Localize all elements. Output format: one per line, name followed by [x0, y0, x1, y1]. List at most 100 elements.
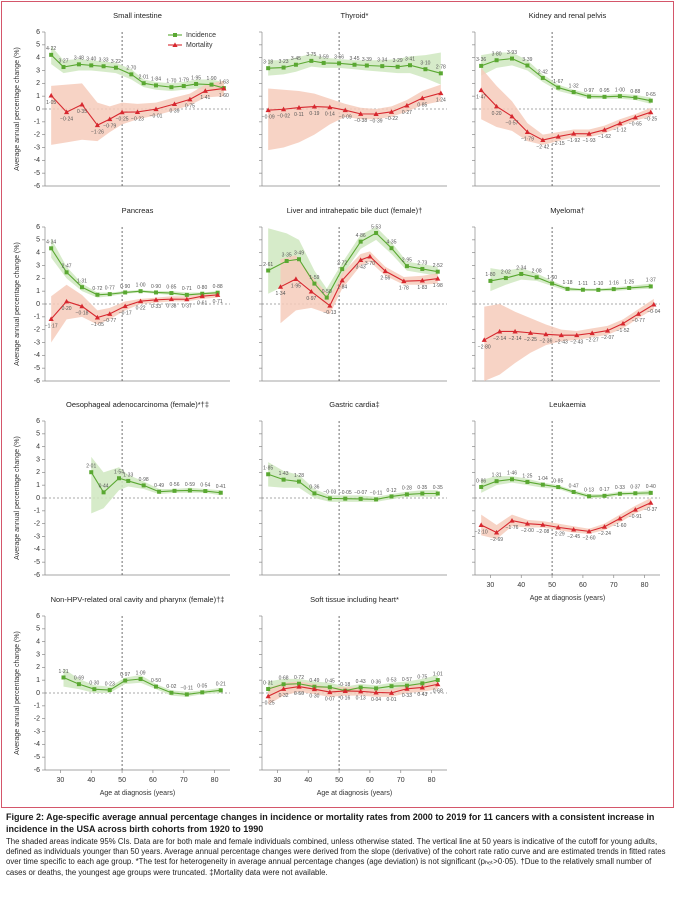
value-label: −1·62: [598, 134, 611, 140]
y-tick-label: -4: [34, 157, 40, 164]
marker: [266, 268, 271, 273]
series-line: [267, 473, 438, 500]
marker: [367, 253, 373, 259]
value-label: 0·85: [553, 478, 563, 484]
ci-band: [51, 238, 218, 298]
y-tick-label: -1: [34, 703, 40, 710]
marker: [580, 287, 585, 292]
marker: [525, 63, 530, 68]
marker: [95, 292, 100, 297]
marker: [172, 42, 178, 47]
value-label: 0·45: [325, 679, 335, 685]
caption: Figure 2: Age-specific average annual pe…: [6, 812, 668, 878]
value-label: −2·15: [552, 141, 565, 147]
y-tick-label: 4: [36, 639, 40, 646]
panel-title: Thyroid*: [341, 11, 369, 20]
value-label: 0·97: [120, 672, 130, 678]
value-label: −2·80: [478, 344, 491, 350]
marker: [209, 82, 214, 87]
y-tick-label: 0: [36, 690, 40, 697]
value-label: −2·27: [586, 337, 599, 343]
marker: [565, 286, 570, 291]
marker: [632, 114, 638, 120]
marker: [555, 524, 561, 530]
value-label: −0·07: [354, 490, 367, 496]
value-label: −2·42: [536, 144, 549, 150]
marker: [617, 491, 622, 496]
marker: [602, 493, 607, 498]
marker: [327, 104, 333, 110]
panel-title: Gastric cardia‡: [329, 400, 379, 409]
marker: [284, 259, 289, 264]
marker: [374, 686, 379, 691]
marker: [617, 120, 623, 126]
marker: [122, 303, 128, 309]
value-label: 0·17: [599, 487, 609, 493]
y-tick-label: -2: [34, 521, 40, 528]
marker: [395, 64, 400, 69]
ci-band: [268, 462, 438, 502]
marker: [494, 58, 499, 63]
y-tick-label: 4: [36, 55, 40, 62]
value-label: 0·20: [62, 306, 72, 312]
value-label: −1·12: [613, 128, 626, 134]
y-tick-label: 5: [36, 626, 40, 633]
marker: [49, 52, 54, 57]
marker: [374, 231, 379, 236]
ci-band: [481, 498, 651, 540]
value-label: 1·47: [476, 94, 486, 100]
marker: [309, 58, 314, 63]
marker: [540, 522, 546, 527]
marker: [493, 103, 500, 109]
value-label: 3·27: [58, 58, 68, 64]
value-label: 2·42: [538, 69, 548, 75]
y-tick-label: 2: [36, 664, 40, 671]
y-tick-label: -2: [34, 132, 40, 139]
value-label: 0·14: [325, 112, 335, 118]
value-label: 0·35: [77, 109, 87, 115]
value-label: −2·24: [598, 531, 611, 537]
value-label: 0·41: [216, 484, 226, 490]
value-label: −1·52: [617, 328, 630, 334]
marker: [296, 104, 302, 110]
marker: [138, 289, 143, 294]
marker: [187, 96, 193, 102]
y-tick-label: -4: [34, 741, 40, 748]
value-label: 0·37: [630, 485, 640, 491]
value-label: −0·23: [131, 116, 144, 122]
marker: [556, 85, 561, 90]
x-tick-label: 50: [118, 777, 126, 784]
value-label: 0·28: [402, 486, 412, 492]
marker: [281, 682, 286, 687]
marker: [550, 281, 555, 286]
chart-grid: Small intestine -6 -5 -4 -3 -2 -1 0 1 2 3 4 5 6 Averag…: [1, 1, 674, 808]
marker: [633, 95, 638, 100]
value-label: 1·25: [522, 473, 532, 479]
y-axis-label: Average annual percentage change (%): [14, 242, 21, 366]
value-label: −2·43: [555, 340, 568, 346]
value-label: −1·93: [583, 138, 596, 144]
y-tick-label: 0: [36, 495, 40, 502]
marker: [404, 102, 410, 108]
value-label: −0·38: [354, 118, 367, 124]
panel-title: Pancreas: [122, 206, 154, 215]
value-label: 0·88: [213, 284, 223, 290]
marker: [596, 287, 601, 292]
marker: [153, 106, 159, 112]
marker: [524, 521, 531, 526]
marker: [123, 290, 128, 295]
value-label: 0·01: [386, 697, 396, 703]
value-label: 3·35: [282, 252, 292, 258]
marker: [617, 94, 622, 99]
marker: [129, 72, 134, 77]
marker: [297, 479, 301, 484]
marker: [168, 296, 175, 302]
marker: [601, 524, 608, 529]
value-label: 0·23: [105, 681, 115, 687]
value-label: 3·43: [356, 264, 366, 270]
value-label: 1·01: [433, 671, 443, 677]
marker: [389, 494, 394, 499]
marker: [265, 107, 271, 113]
marker: [337, 61, 342, 66]
y-tick-label: 3: [36, 651, 40, 658]
